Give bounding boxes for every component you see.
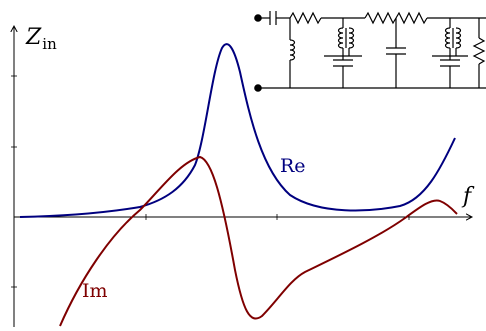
re-curve (19, 43, 456, 218)
coupled-inductor (455, 27, 462, 49)
y-axis-label: Zin (25, 25, 57, 53)
im-label: Im (82, 280, 108, 302)
coupled-inductor (348, 27, 355, 49)
axes: Zin f (11, 25, 475, 327)
im-curve (59, 155, 458, 327)
circuit-schematic (254, 11, 486, 92)
shunt-resistor (472, 37, 486, 65)
series-resistor (364, 11, 397, 25)
series-resistor (395, 11, 428, 25)
re-label: Re (280, 155, 306, 177)
x-axis-label: f (461, 184, 475, 209)
shunt-inductor (289, 39, 296, 61)
shunt-inductor (337, 27, 344, 49)
y-axis-subscript: in (42, 35, 57, 53)
series-resistor (289, 11, 322, 25)
shunt-inductor (444, 27, 451, 49)
